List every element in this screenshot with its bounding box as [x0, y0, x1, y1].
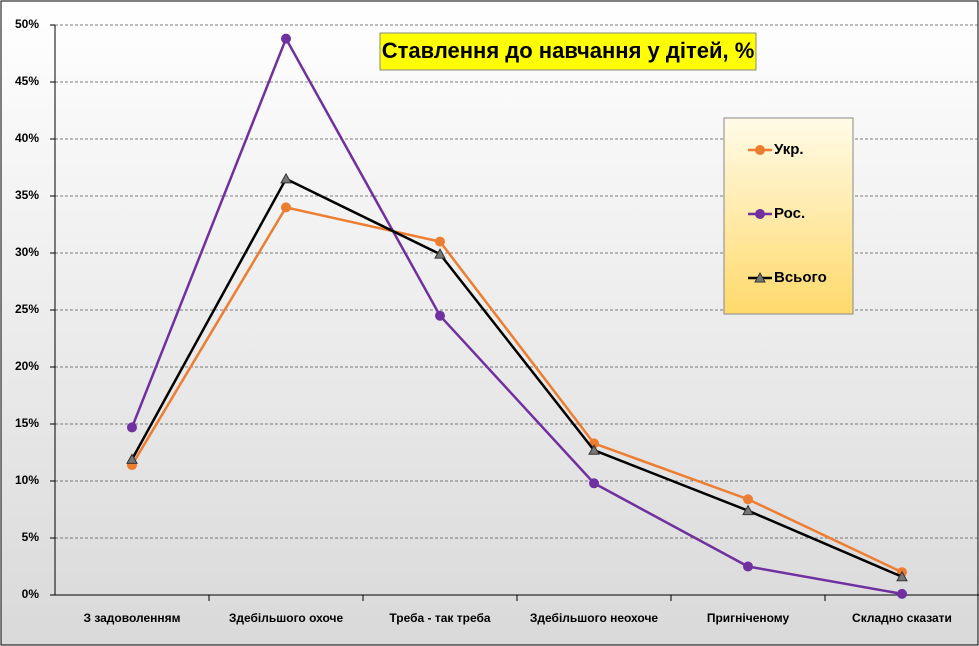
legend-box: [723, 117, 854, 315]
legend-marker: [755, 209, 765, 219]
data-point: [281, 33, 291, 44]
x-tick-label: Здебільшого неохоче: [530, 611, 659, 625]
x-tick-label: Пригніченому: [707, 611, 790, 625]
data-point: [743, 494, 753, 505]
y-tick-label: 50%: [15, 17, 39, 31]
data-point: [127, 422, 137, 433]
legend-label: Укр.: [774, 141, 804, 158]
data-point: [281, 202, 291, 213]
data-point: [434, 248, 446, 259]
x-tick-label: Складно сказати: [852, 611, 952, 625]
data-point: [435, 310, 445, 321]
legend-marker: [754, 271, 766, 283]
data-point: [435, 236, 445, 247]
series-line: [130, 35, 903, 596]
y-tick-label: 15%: [15, 416, 39, 430]
legend-label: Рос.: [774, 205, 805, 222]
data-point: [589, 478, 599, 489]
y-tick-label: 30%: [15, 245, 39, 259]
data-point: [126, 453, 138, 464]
legend-marker: [755, 145, 765, 155]
y-tick-label: 25%: [15, 302, 39, 316]
y-tick-label: 5%: [22, 530, 40, 544]
y-tick-label: 20%: [15, 359, 39, 373]
x-tick-label: З задоволенням: [83, 611, 180, 625]
y-tick-label: 0%: [22, 587, 40, 601]
data-point: [588, 444, 600, 455]
y-tick-label: 40%: [15, 131, 39, 145]
data-point: [743, 561, 753, 572]
title-box: [379, 32, 757, 71]
y-tick-label: 45%: [15, 74, 39, 88]
series-line: [130, 205, 903, 574]
data-point: [897, 588, 907, 599]
data-point: [742, 504, 754, 516]
data-point: [896, 570, 908, 582]
y-tick-label: 10%: [15, 473, 39, 487]
legend-label: Всього: [774, 269, 827, 286]
chart-title: Ставлення до навчання у дітей, %: [382, 38, 755, 63]
data-point: [280, 172, 292, 184]
series-line: [130, 177, 903, 578]
y-tick-label: 35%: [15, 188, 39, 202]
x-tick-label: Здебільшого охоче: [229, 611, 344, 625]
x-tick-label: Треба - так треба: [389, 611, 490, 625]
